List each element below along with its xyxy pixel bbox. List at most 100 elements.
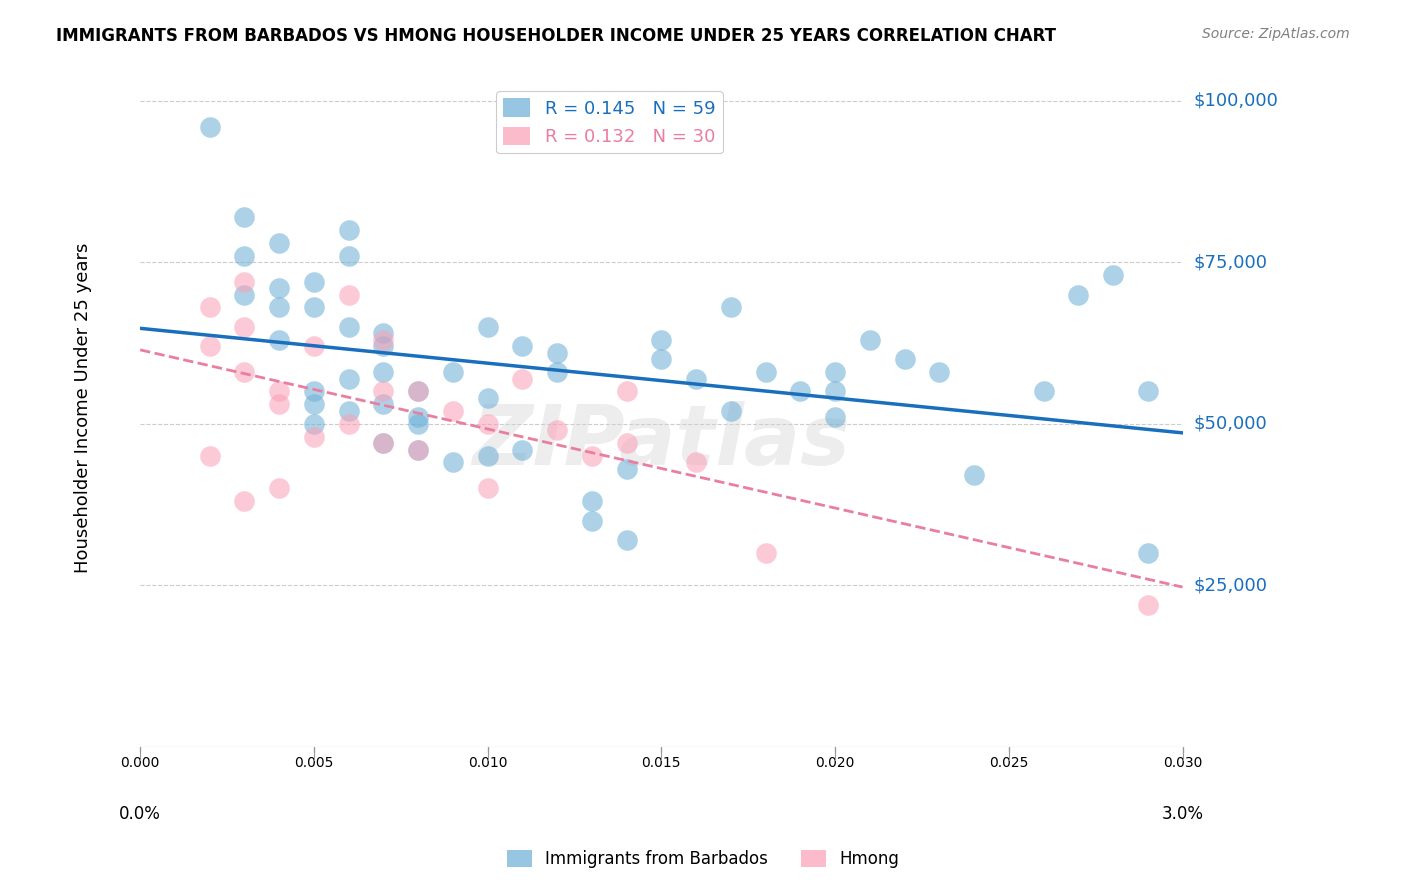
Point [477,481,499,495]
Point [269,301,291,315]
Text: $75,000: $75,000 [1194,253,1268,271]
Point [337,223,360,237]
Point [406,442,429,457]
Point [198,301,221,315]
Point [406,442,429,457]
Legend: R = 0.145   N = 59, R = 0.132   N = 30: R = 0.145 N = 59, R = 0.132 N = 30 [496,91,723,153]
Point [269,281,291,295]
Point [546,365,568,379]
Point [302,339,325,353]
Point [441,365,464,379]
Text: Householder Income Under 25 years: Householder Income Under 25 years [75,243,91,573]
Point [233,210,256,224]
Point [1136,384,1159,399]
Point [302,417,325,431]
Point [406,384,429,399]
Text: Source: ZipAtlas.com: Source: ZipAtlas.com [1202,27,1350,41]
Point [233,365,256,379]
Point [477,319,499,334]
Point [269,481,291,495]
Point [824,384,846,399]
Point [755,365,778,379]
Point [302,429,325,443]
Point [337,417,360,431]
Point [581,449,603,463]
Point [685,371,707,385]
Point [441,404,464,418]
Point [546,345,568,359]
Point [477,417,499,431]
Point [233,319,256,334]
Point [337,319,360,334]
Point [373,333,395,347]
Point [581,514,603,528]
Point [616,462,638,476]
Point [720,301,742,315]
Point [373,339,395,353]
Point [233,275,256,289]
Point [406,384,429,399]
Point [406,417,429,431]
Point [512,371,534,385]
Point [581,494,603,508]
Point [233,249,256,263]
Point [302,301,325,315]
Text: IMMIGRANTS FROM BARBADOS VS HMONG HOUSEHOLDER INCOME UNDER 25 YEARS CORRELATION : IMMIGRANTS FROM BARBADOS VS HMONG HOUSEH… [56,27,1056,45]
Point [477,449,499,463]
Point [963,468,986,483]
Point [1067,287,1090,301]
Point [546,423,568,437]
Point [337,371,360,385]
Point [928,365,950,379]
Point [650,333,672,347]
Point [269,384,291,399]
Point [373,397,395,411]
Point [859,333,882,347]
Point [373,436,395,450]
Point [198,339,221,353]
Text: $100,000: $100,000 [1194,92,1278,110]
Point [373,326,395,341]
Point [373,384,395,399]
Point [616,533,638,547]
Legend: Immigrants from Barbados, Hmong: Immigrants from Barbados, Hmong [501,843,905,875]
Point [824,365,846,379]
Point [893,352,915,367]
Point [650,352,672,367]
Point [512,339,534,353]
Point [198,120,221,134]
Point [269,235,291,250]
Point [824,410,846,425]
Point [302,275,325,289]
Point [198,449,221,463]
Point [269,333,291,347]
Point [1032,384,1054,399]
Point [789,384,811,399]
Point [337,249,360,263]
Point [512,442,534,457]
Point [616,436,638,450]
Point [302,384,325,399]
Text: 0.0%: 0.0% [120,805,162,822]
Point [477,391,499,405]
Point [337,404,360,418]
Point [373,365,395,379]
Point [233,494,256,508]
Point [373,436,395,450]
Point [685,455,707,469]
Point [616,384,638,399]
Point [1102,268,1125,282]
Text: 3.0%: 3.0% [1161,805,1204,822]
Text: $50,000: $50,000 [1194,415,1267,433]
Point [1136,598,1159,612]
Point [441,455,464,469]
Point [302,397,325,411]
Point [337,287,360,301]
Point [1136,546,1159,560]
Text: $25,000: $25,000 [1194,576,1268,594]
Point [233,287,256,301]
Point [720,404,742,418]
Point [755,546,778,560]
Point [269,397,291,411]
Point [406,410,429,425]
